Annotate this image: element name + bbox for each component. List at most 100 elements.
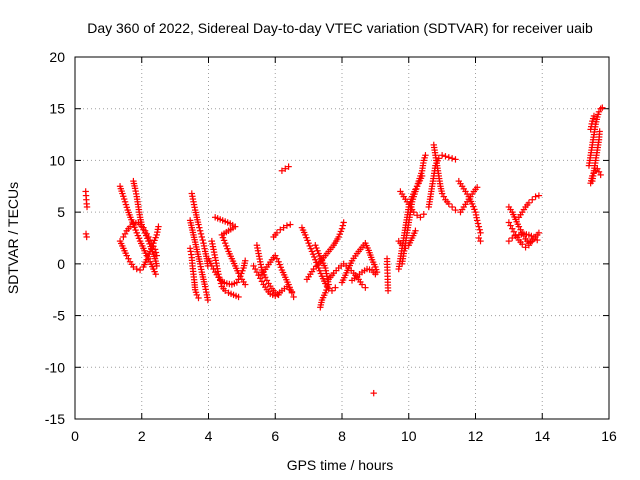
- data-point-arc-06c: [471, 206, 478, 213]
- data-point-arc-05c: [410, 208, 417, 216]
- data-point-arc-03c: [290, 293, 297, 301]
- data-point-arc-01c: [151, 237, 158, 244]
- data-point-arc-06c: [475, 223, 483, 230]
- plot-frame: [74, 56, 610, 420]
- data-point-arc-04a: [328, 287, 336, 294]
- data-point-arc-04c: [338, 225, 346, 232]
- data-point-arc-05d: [402, 245, 409, 252]
- data-point-arc-04b: [314, 247, 321, 254]
- data-point-arc-03c: [287, 286, 295, 294]
- data-point-arc-01c: [155, 223, 162, 230]
- data-point-arc-04d: [358, 281, 366, 288]
- data-point-arc-02a: [196, 227, 204, 234]
- data-point-arc-05d: [412, 227, 419, 234]
- data-point-arc-06c: [476, 226, 483, 233]
- y-tick-label: -5: [53, 308, 66, 324]
- data-point-arc-01d: [141, 229, 149, 237]
- y-axis-label: SDTVAR / TECUs: [5, 182, 21, 294]
- data-point-arc-03d: [277, 226, 284, 233]
- data-point-arc-02d: [242, 281, 249, 288]
- data-point-arc-07c: [532, 193, 539, 200]
- data-point-arc-01a: [121, 198, 129, 205]
- data-point-arc-02d: [220, 237, 228, 244]
- x-tick-label: 0: [71, 428, 79, 444]
- data-point-arc-03c: [286, 284, 293, 291]
- x-tick-label: 16: [601, 428, 617, 444]
- x-tick-label: 4: [205, 428, 213, 444]
- data-point-arc-05d: [398, 242, 406, 249]
- data-point-arc-05b: [418, 172, 426, 180]
- data-point-arc-04a: [306, 242, 313, 250]
- data-point-arc-02a: [197, 230, 205, 238]
- data-point-arc-06b: [438, 152, 446, 159]
- data-point-arc-01c: [136, 266, 144, 274]
- data-point-arc-06d: [473, 184, 481, 191]
- data-point-arc-02f: [239, 267, 246, 274]
- data-point-arc-01a: [132, 226, 139, 234]
- data-point-arc-02d: [221, 239, 229, 247]
- data-point-arc-04a: [302, 231, 309, 239]
- data-point-arc-00a: [82, 230, 90, 238]
- data-point-arc-02a: [199, 236, 206, 244]
- data-point-arc-04c: [337, 228, 345, 235]
- data-point-arc-03c: [288, 289, 296, 297]
- data-point-arc-01a: [135, 235, 143, 242]
- data-point-arc-07c: [525, 199, 533, 207]
- x-tick-label: 12: [468, 428, 484, 444]
- data-point-arc-04a: [314, 262, 321, 269]
- data-point-arc-06b: [448, 155, 456, 162]
- data-point-arc-02f: [237, 273, 244, 280]
- data-point-arc-02e: [221, 287, 229, 294]
- x-tick-label: 14: [534, 428, 550, 444]
- data-point-arc-04a: [303, 234, 310, 241]
- data-point-arc-06b: [435, 155, 442, 162]
- data-point-arc-03d: [273, 229, 281, 237]
- data-point-arc-01c: [143, 256, 150, 263]
- data-point-arc-06b: [442, 153, 449, 160]
- data-point-arc-01a: [119, 190, 126, 197]
- data-point-arc-00a: [83, 233, 90, 241]
- data-point-arc-01c: [152, 234, 159, 241]
- data-point-arc-01c: [130, 263, 137, 271]
- data-point-arc-00a: [83, 203, 91, 211]
- data-point-arc-04a: [310, 253, 318, 261]
- data-point-arc-04a: [317, 270, 325, 277]
- y-tick-label: 20: [49, 49, 65, 65]
- data-point-arc-01d: [144, 235, 151, 242]
- y-tick-label: 0: [57, 256, 65, 272]
- data-point-arc-04b: [313, 244, 320, 252]
- data-point-arc-02a: [196, 224, 203, 231]
- data-point-arc-07b: [522, 244, 529, 251]
- chart-title: Day 360 of 2022, Sidereal Day-to-day VTE…: [87, 20, 593, 36]
- data-point-arc-02f: [242, 257, 249, 264]
- data-point-arc-01d: [145, 237, 152, 245]
- data-point-arc-07c: [529, 196, 536, 203]
- data-point-arc-04g: [384, 287, 392, 294]
- data-point-arc-01a: [120, 195, 128, 203]
- data-point-arc-06a: [445, 200, 452, 208]
- data-point-arc-04c: [340, 219, 347, 226]
- data-point-arc-07d: [530, 233, 538, 241]
- data-point-arc-04a: [308, 248, 316, 255]
- data-point-arc-07b: [519, 241, 526, 248]
- data-point-arc-07d: [534, 236, 541, 244]
- data-point-arc-06b: [452, 156, 459, 163]
- data-point-arc-01d: [126, 223, 134, 230]
- data-point-arc-04b: [324, 284, 331, 291]
- data-point-arc-03d: [285, 163, 292, 170]
- data-point-arc-08a: [599, 104, 606, 111]
- data-point-arc-02d: [223, 242, 230, 250]
- data-point-arc-04b: [312, 242, 319, 249]
- data-point-arc-04a: [332, 284, 339, 291]
- x-axis-label: GPS time / hours: [287, 457, 394, 473]
- x-tick-label: 2: [138, 428, 146, 444]
- data-point-arc-06c: [468, 200, 476, 208]
- data-point-arc-07d: [512, 232, 519, 240]
- data-point-arc-04a: [309, 251, 317, 258]
- data-point-arc-06c: [474, 220, 482, 227]
- data-point-arc-04g: [370, 389, 377, 397]
- data-point-arc-02a: [195, 221, 202, 228]
- y-tick-label: 10: [49, 152, 65, 168]
- data-point-arc-06c: [470, 203, 477, 210]
